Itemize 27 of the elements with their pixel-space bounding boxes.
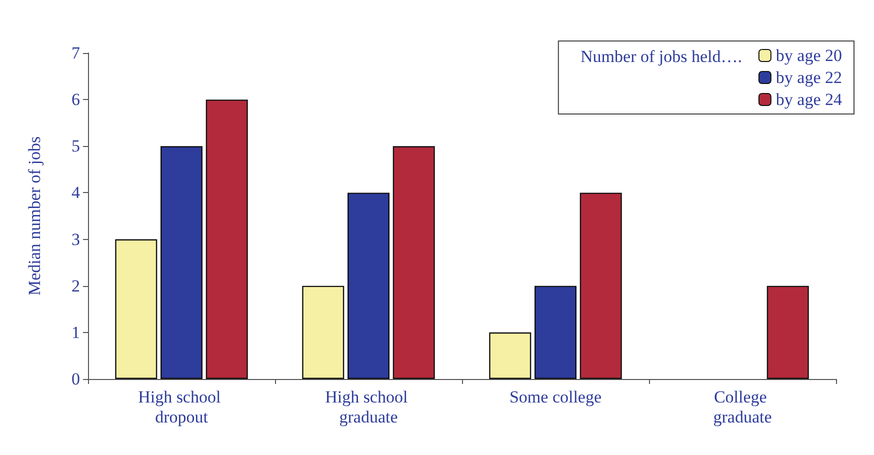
x-tick-label: College graduate xyxy=(713,388,772,426)
y-tick-label: 4 xyxy=(72,183,80,202)
legend-label: by age 22 xyxy=(776,68,842,87)
bar xyxy=(766,286,809,379)
y-tick-label: 6 xyxy=(72,90,80,110)
y-tick-label: 3 xyxy=(72,230,80,249)
bar xyxy=(115,239,158,379)
bar xyxy=(392,146,435,379)
bar xyxy=(302,286,344,379)
bar xyxy=(580,192,622,379)
bar xyxy=(489,332,532,379)
x-tick-label: High school graduate xyxy=(325,388,412,426)
y-tick-label: 0 xyxy=(72,370,80,388)
x-tick-label: High school dropout xyxy=(138,388,225,426)
bar xyxy=(534,286,576,379)
bar xyxy=(160,146,202,379)
x-tick-label: Some college xyxy=(509,388,602,406)
y-tick-label: 7 xyxy=(72,44,80,62)
bar xyxy=(206,100,248,379)
y-axis-title: Median number of jobs xyxy=(25,136,44,296)
y-tick-label: 2 xyxy=(72,276,80,296)
y-tick-label: 5 xyxy=(72,136,80,156)
y-tick-label: 1 xyxy=(72,322,80,342)
legend-label: by age 20 xyxy=(776,46,842,65)
legend-title: Number of jobs held…. xyxy=(580,47,742,66)
legend-label: by age 24 xyxy=(776,90,842,109)
bar xyxy=(348,192,390,379)
